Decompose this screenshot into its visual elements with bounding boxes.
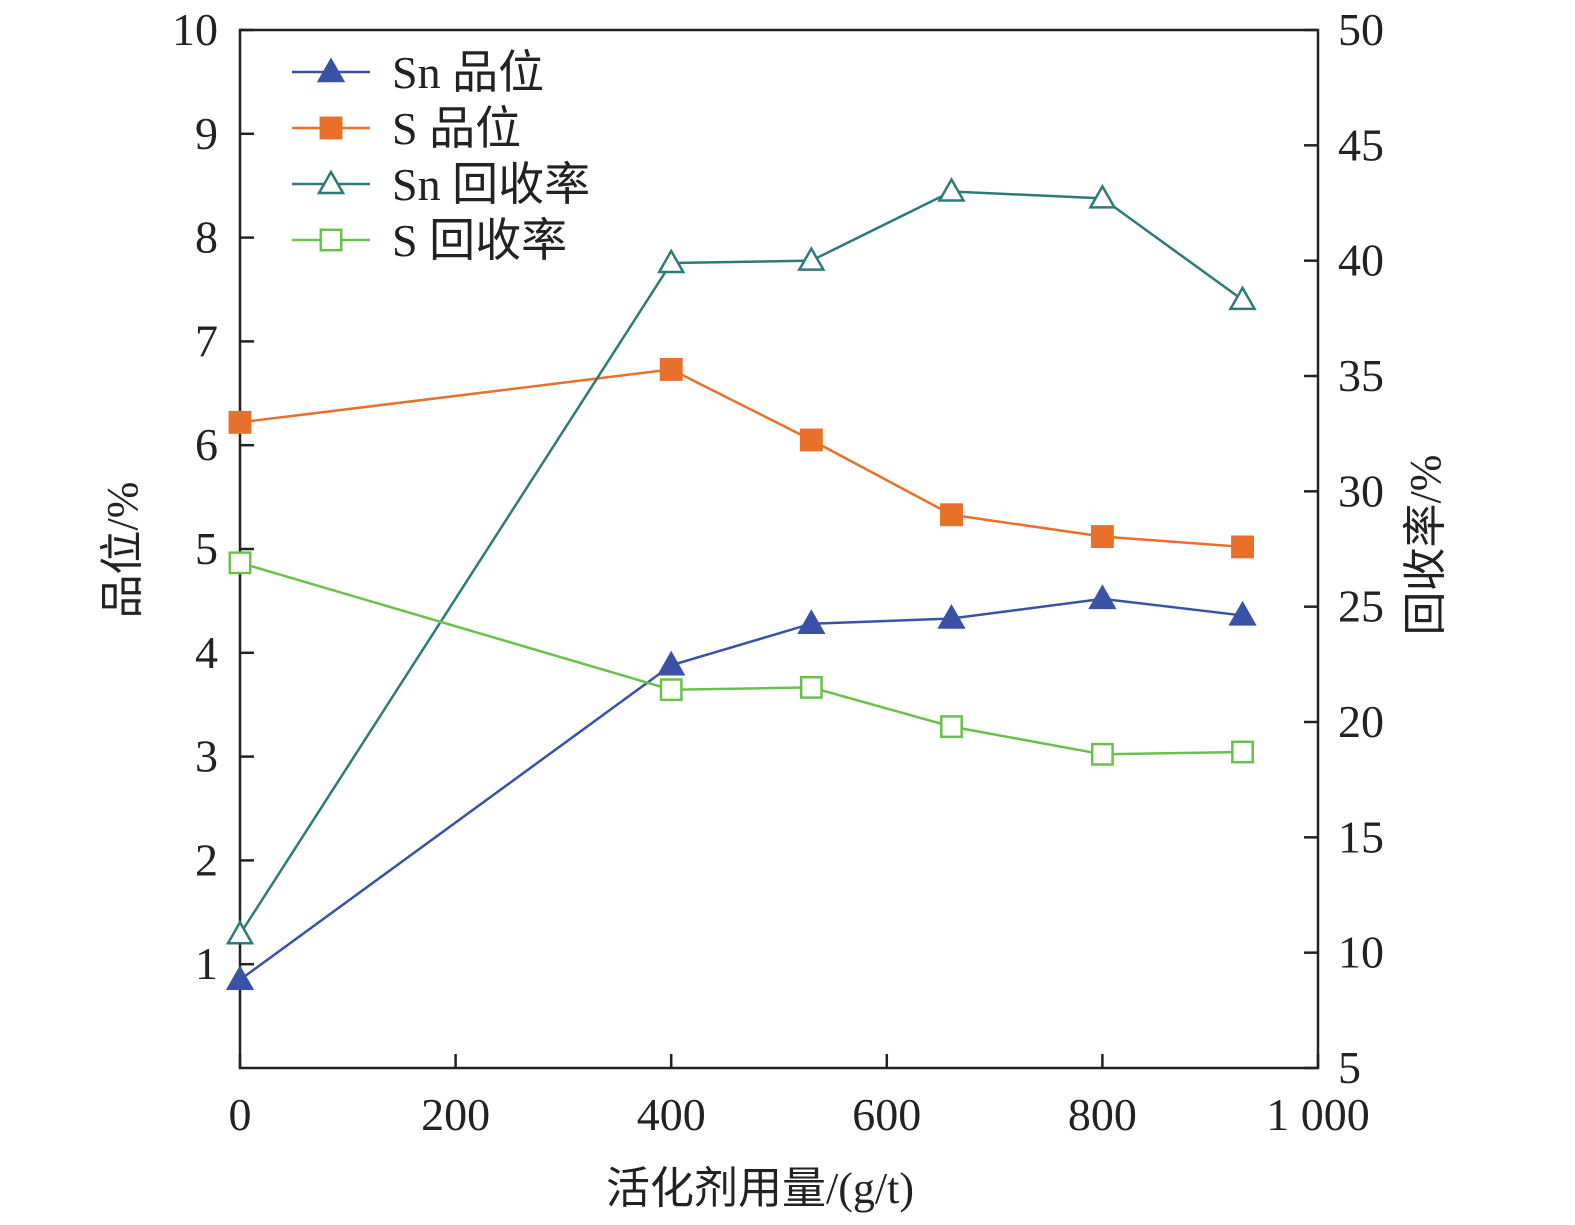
left-y-tick-label: 5 [195, 523, 218, 574]
left-y-tick-label: 3 [195, 731, 218, 782]
data-point-marker [940, 715, 963, 739]
data-point-marker [937, 604, 966, 629]
data-point-marker [659, 357, 683, 381]
data-point-marker [657, 248, 686, 274]
data-point-marker [799, 428, 823, 452]
series-line [239, 368, 1243, 549]
series-line [239, 597, 1243, 981]
x-tick-label: 1 000 [1266, 1089, 1370, 1140]
x-tick-label: 400 [637, 1089, 706, 1140]
legend-item: Sn 回收率 [292, 159, 590, 210]
right-y-tick-label: 50 [1338, 4, 1384, 55]
right-y-tick-label: 5 [1338, 1042, 1361, 1093]
right-y-axis: 5 10 15 20 25 30 35 40 45 50 [1304, 4, 1384, 1093]
left-y-tick-label: 1 [195, 938, 218, 989]
left-y-tick-label: 10 [172, 4, 218, 55]
legend-label: S 品位 [392, 103, 521, 154]
legend-item: Sn 品位 [292, 47, 544, 98]
data-point-marker [228, 410, 252, 434]
data-point-marker [1090, 525, 1114, 548]
data-point-marker [319, 116, 343, 140]
left-y-axis: 1 2 3 4 5 6 7 8 9 10 [172, 4, 254, 989]
right-y-tick-label: 15 [1338, 811, 1384, 862]
legend-item: S 回收率 [292, 215, 567, 266]
left-y-tick-label: 7 [195, 315, 218, 366]
legend-label: Sn 品位 [392, 47, 544, 98]
right-y-tick-label: 10 [1338, 927, 1384, 978]
x-axis: 0 200 400 600 800 1 000 [229, 1054, 1370, 1140]
series-group [225, 176, 1257, 945]
data-point-marker [1088, 183, 1117, 209]
x-tick-label: 200 [421, 1089, 490, 1140]
data-point-marker [228, 551, 252, 575]
data-point-marker [1228, 285, 1257, 311]
x-tick-label: 600 [852, 1089, 921, 1140]
data-point-marker [225, 965, 255, 991]
data-point-marker [1231, 535, 1254, 559]
data-point-marker [225, 919, 255, 945]
data-point-marker [1231, 740, 1254, 764]
x-tick-label: 0 [229, 1089, 252, 1140]
data-point-marker [316, 169, 346, 195]
legend-label: S 回收率 [392, 215, 567, 266]
x-tick-label: 800 [1068, 1089, 1137, 1140]
left-y-tick-label: 6 [195, 419, 218, 470]
right-y-axis-title: 回收率/% [1401, 455, 1450, 636]
right-y-tick-label: 30 [1338, 465, 1384, 516]
series-group [228, 357, 1254, 559]
data-point-marker [1090, 742, 1114, 766]
series-group [228, 551, 1254, 766]
legend-item: S 品位 [292, 103, 521, 154]
left-y-tick-label: 4 [195, 627, 218, 678]
series-layer [225, 176, 1257, 991]
right-y-tick-label: 40 [1338, 235, 1384, 286]
left-y-axis-title: 品位/% [98, 482, 147, 619]
right-y-tick-label: 25 [1338, 581, 1384, 632]
data-point-marker [1088, 584, 1117, 610]
data-point-marker [799, 675, 823, 699]
data-point-marker [937, 176, 966, 202]
series-line [238, 190, 1244, 935]
legend-label: Sn 回收率 [392, 159, 590, 210]
data-point-marker [659, 678, 683, 702]
right-y-tick-label: 35 [1338, 350, 1384, 401]
data-point-marker [316, 57, 346, 83]
left-y-tick-label: 9 [195, 108, 218, 159]
data-point-marker [1228, 600, 1257, 626]
data-point-marker [657, 650, 686, 676]
right-y-tick-label: 45 [1338, 119, 1384, 170]
x-axis-title: 活化剂用量/(g/t) [606, 1164, 914, 1213]
left-y-tick-label: 2 [195, 834, 218, 885]
left-y-tick-label: 8 [195, 212, 218, 263]
series-group [225, 584, 1257, 991]
data-point-marker [797, 246, 826, 271]
data-point-marker [797, 609, 826, 634]
series-line [239, 561, 1243, 756]
right-y-tick-label: 20 [1338, 696, 1384, 747]
data-point-marker [319, 228, 343, 252]
data-point-marker [940, 503, 963, 527]
